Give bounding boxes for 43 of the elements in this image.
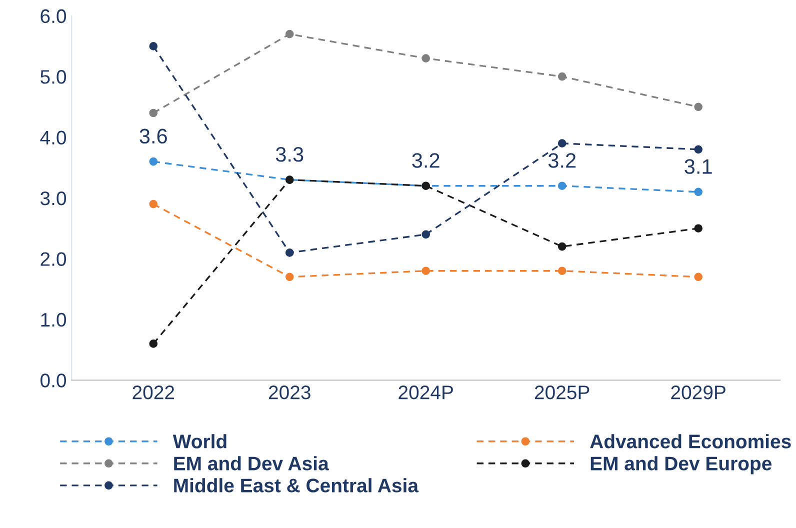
data-label: 3.6 xyxy=(140,128,167,144)
data-label: 3.2 xyxy=(412,153,440,168)
text: 2.0 xyxy=(40,252,66,266)
data-label: 3.3 xyxy=(276,147,304,162)
point xyxy=(285,248,294,257)
legend-label: EM and Dev Asia xyxy=(174,456,329,470)
text: 4.0 xyxy=(40,130,66,145)
point xyxy=(558,139,566,148)
text: 6.0 xyxy=(40,9,66,24)
x-tick-label: 2022 xyxy=(132,386,174,400)
point xyxy=(694,272,703,282)
x-tick-label: 2023 xyxy=(268,386,310,400)
legend-label: World xyxy=(172,434,226,448)
x-tick-label: 2024P xyxy=(398,386,453,400)
legend-label: EM and Dev Europe xyxy=(590,456,772,474)
point xyxy=(149,200,158,208)
point xyxy=(558,266,566,276)
point xyxy=(694,102,703,112)
point xyxy=(149,340,158,348)
point xyxy=(285,30,294,38)
legend-label: Advanced Economies xyxy=(590,434,791,448)
legend-label: Middle East & Central Asia xyxy=(174,478,419,492)
point xyxy=(558,182,566,190)
point xyxy=(558,242,566,251)
point xyxy=(422,266,430,276)
data-label: 3.1 xyxy=(684,159,712,174)
point xyxy=(285,272,294,282)
point xyxy=(558,72,566,81)
point xyxy=(422,54,430,63)
text: 5.0 xyxy=(40,70,66,84)
text: 0.0 xyxy=(40,374,66,388)
x-tick-label: 2025P xyxy=(534,386,590,400)
text: 1.0 xyxy=(41,312,66,327)
point xyxy=(694,145,703,154)
text: 3.0 xyxy=(40,191,66,206)
x-tick-label: 2029P xyxy=(671,386,726,400)
point xyxy=(149,42,158,50)
data-label: 3.2 xyxy=(548,153,576,168)
point xyxy=(694,188,703,196)
point xyxy=(149,157,158,166)
point xyxy=(149,108,158,118)
point xyxy=(422,230,430,239)
point xyxy=(694,224,703,233)
